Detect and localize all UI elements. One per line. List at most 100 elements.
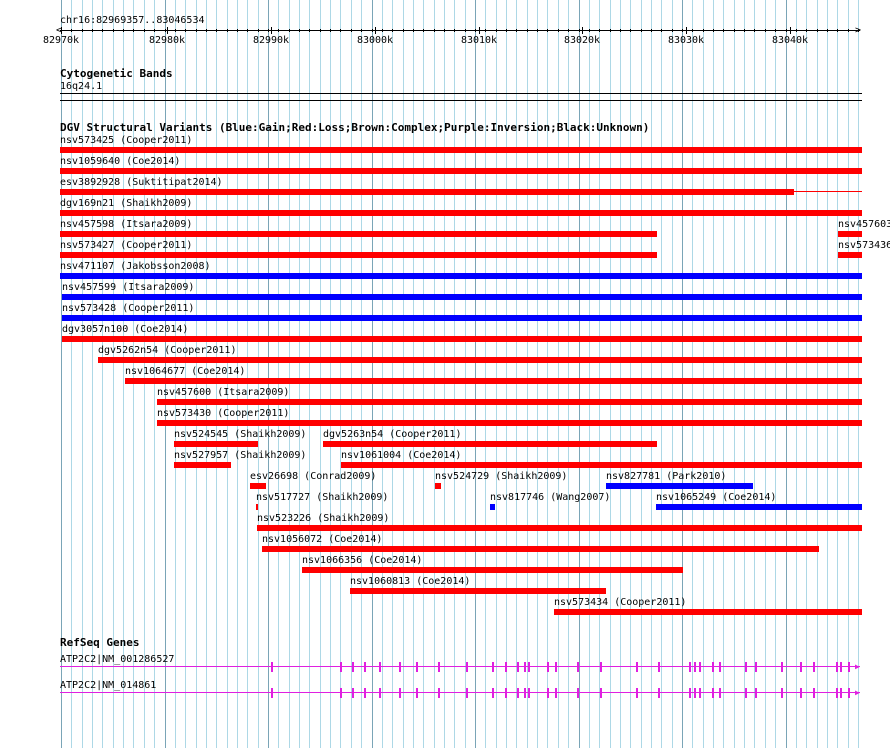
cytoband-label[interactable]: 16q24.1 (60, 81, 103, 92)
gene-exon[interactable] (524, 662, 526, 672)
variant-label[interactable]: nsv1056072 (Coe2014) (262, 534, 383, 545)
gene-exon[interactable] (340, 662, 342, 672)
variant-label[interactable]: nsv1061004 (Coe2014) (341, 450, 462, 461)
gene-exon[interactable] (689, 662, 691, 672)
gene-exon[interactable] (379, 688, 381, 698)
gene-exon[interactable] (694, 662, 696, 672)
gene-exon[interactable] (836, 662, 838, 672)
variant-label[interactable]: nsv457599 (Itsara2009) (62, 282, 195, 293)
gene-intron-line[interactable] (60, 666, 860, 667)
gene-exon[interactable] (781, 662, 783, 672)
variant-bar[interactable] (838, 231, 862, 237)
variant-label[interactable]: nsv573425 (Cooper2011) (60, 135, 193, 146)
gene-exon[interactable] (517, 662, 519, 672)
gene-exon[interactable] (547, 688, 549, 698)
gene-exon[interactable] (813, 662, 815, 672)
gene-exon[interactable] (813, 688, 815, 698)
gene-exon[interactable] (547, 662, 549, 672)
variant-label[interactable]: dgv169n21 (Shaikh2009) (60, 198, 193, 209)
variant-label[interactable]: nsv457603 (838, 219, 890, 230)
gene-exon[interactable] (528, 688, 530, 698)
gene-exon[interactable] (712, 662, 714, 672)
variant-bar[interactable] (490, 504, 495, 510)
gene-exon[interactable] (271, 662, 273, 672)
variant-label[interactable]: nsv527957 (Shaikh2009) (174, 450, 307, 461)
gene-exon[interactable] (505, 662, 507, 672)
variant-bar[interactable] (62, 294, 862, 300)
variant-label[interactable]: nsv1065249 (Coe2014) (656, 492, 777, 503)
variant-label[interactable]: dgv3057n100 (Coe2014) (62, 324, 189, 335)
gene-exon[interactable] (379, 662, 381, 672)
variant-bar[interactable] (838, 252, 862, 258)
variant-bar[interactable] (606, 483, 753, 489)
variant-label[interactable]: nsv573436 (838, 240, 890, 251)
gene-exon[interactable] (364, 688, 366, 698)
scroll-left-icon[interactable]: < (56, 25, 63, 36)
gene-exon[interactable] (399, 688, 401, 698)
gene-exon[interactable] (577, 688, 579, 698)
variant-label[interactable]: esv26698 (Conrad2009) (250, 471, 377, 482)
variant-bar[interactable] (60, 231, 657, 237)
variant-label[interactable]: dgv5263n54 (Cooper2011) (323, 429, 462, 440)
variant-bar[interactable] (250, 483, 266, 489)
gene-exon[interactable] (840, 662, 842, 672)
variant-bar[interactable] (157, 399, 862, 405)
variant-bar[interactable] (554, 609, 862, 615)
variant-bar[interactable] (60, 273, 862, 279)
cytoband-track-title[interactable]: Cytogenetic Bands (60, 67, 173, 80)
gene-exon[interactable] (352, 688, 354, 698)
dgv-track-title[interactable]: DGV Structural Variants (Blue:Gain;Red:L… (60, 121, 650, 134)
gene-exon[interactable] (658, 662, 660, 672)
gene-exon[interactable] (517, 688, 519, 698)
variant-bar[interactable] (656, 504, 862, 510)
variant-bar[interactable] (256, 504, 258, 510)
variant-bar[interactable] (341, 462, 862, 468)
gene-exon[interactable] (636, 688, 638, 698)
gene-exon[interactable] (836, 688, 838, 698)
gene-exon[interactable] (416, 688, 418, 698)
gene-exon[interactable] (699, 662, 701, 672)
variant-bar[interactable] (157, 420, 862, 426)
gene-exon[interactable] (505, 688, 507, 698)
variant-label[interactable]: nsv1060813 (Coe2014) (350, 576, 471, 587)
variant-bar[interactable] (323, 441, 657, 447)
variant-bar[interactable] (60, 189, 794, 195)
gene-exon[interactable] (364, 662, 366, 672)
variant-label[interactable]: nsv524545 (Shaikh2009) (174, 429, 307, 440)
variant-bar[interactable] (174, 441, 258, 447)
variant-bar[interactable] (350, 588, 606, 594)
gene-exon[interactable] (689, 688, 691, 698)
variant-bar[interactable] (62, 336, 862, 342)
gene-exon[interactable] (577, 662, 579, 672)
gene-exon[interactable] (636, 662, 638, 672)
variant-label[interactable]: nsv827781 (Park2010) (606, 471, 727, 482)
gene-exon[interactable] (755, 688, 757, 698)
variant-label[interactable]: nsv517727 (Shaikh2009) (256, 492, 389, 503)
gene-exon[interactable] (658, 688, 660, 698)
variant-bar[interactable] (60, 210, 862, 216)
variant-bar[interactable] (60, 147, 862, 153)
gene-exon[interactable] (399, 662, 401, 672)
gene-exon[interactable] (340, 688, 342, 698)
gene-exon[interactable] (438, 662, 440, 672)
variant-label[interactable]: nsv817746 (Wang2007) (490, 492, 611, 503)
variant-label[interactable]: dgv5262n54 (Cooper2011) (98, 345, 237, 356)
variant-label[interactable]: nsv1059640 (Coe2014) (60, 156, 181, 167)
variant-bar[interactable] (302, 567, 683, 573)
gene-exon[interactable] (528, 662, 530, 672)
gene-exon[interactable] (555, 662, 557, 672)
variant-label[interactable]: esv3892928 (Suktitipat2014) (60, 177, 223, 188)
variant-bar[interactable] (60, 168, 862, 174)
gene-exon[interactable] (712, 688, 714, 698)
gene-exon[interactable] (800, 688, 802, 698)
gene-exon[interactable] (745, 662, 747, 672)
variant-bar[interactable] (435, 483, 441, 489)
variant-bar[interactable] (257, 525, 862, 531)
variant-bar[interactable] (125, 378, 862, 384)
gene-exon[interactable] (271, 688, 273, 698)
variant-label[interactable]: nsv573427 (Cooper2011) (60, 240, 193, 251)
variant-label[interactable]: nsv573434 (Cooper2011) (554, 597, 687, 608)
variant-label[interactable]: nsv1066356 (Coe2014) (302, 555, 423, 566)
gene-exon[interactable] (719, 688, 721, 698)
variant-label[interactable]: nsv471107 (Jakobsson2008) (60, 261, 211, 272)
